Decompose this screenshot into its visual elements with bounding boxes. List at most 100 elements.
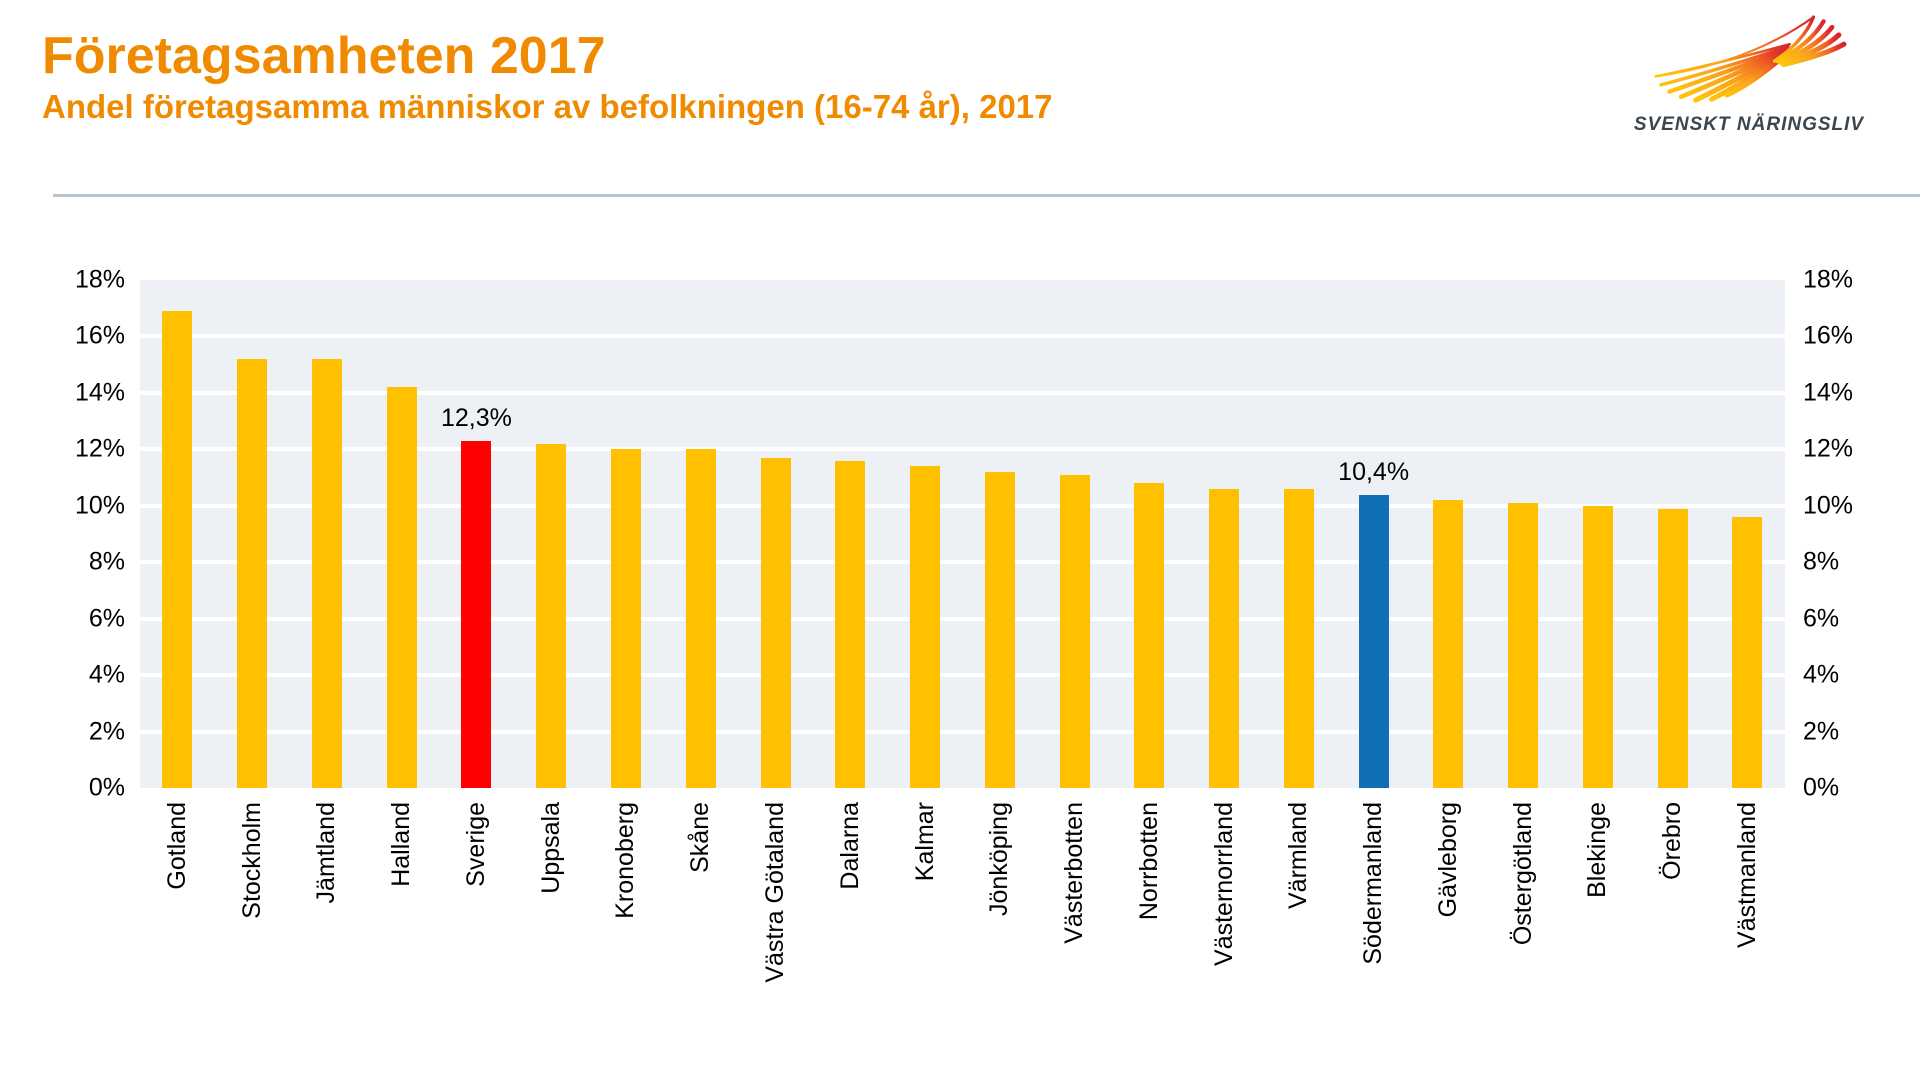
wing-swoosh-icon	[1624, 12, 1874, 112]
y-axis-left: 18% 16% 14% 12% 10% 8% 6% 4% 2% 0%	[25, 267, 125, 800]
bar-slot: 12,3%	[439, 280, 514, 788]
y-tick-right-16%: 16%	[1803, 321, 1854, 350]
category-cell: Blekinge	[1561, 802, 1636, 1072]
data-label-södermanland: 10,4%	[1338, 457, 1410, 486]
bar-blekinge	[1582, 505, 1613, 788]
bar-stockholm	[237, 359, 268, 788]
category-label-kalmar: Kalmar	[910, 802, 939, 882]
bar-slot	[1486, 280, 1561, 788]
y-tick-right-0%: 0%	[1803, 773, 1840, 802]
y-axis-right: 18% 16% 14% 12% 10% 8% 6% 4% 2% 0%	[1803, 267, 1903, 800]
category-cell: Stockholm	[215, 802, 290, 1072]
category-cell: Norrbotten	[1112, 802, 1187, 1072]
category-cell: Södermanland	[1336, 802, 1411, 1072]
category-label-gotland: Gotland	[162, 802, 191, 890]
category-label-södermanland: Södermanland	[1359, 802, 1388, 965]
gridline-4%	[140, 673, 1785, 678]
bar-gävleborg	[1433, 500, 1464, 788]
gridline-14%	[140, 390, 1785, 395]
bar-kalmar	[910, 466, 941, 788]
category-cell: Västmanland	[1710, 802, 1785, 1072]
bar-västra-götaland	[760, 457, 791, 788]
y-tick-left-10%: 10%	[74, 491, 125, 520]
category-label-halland: Halland	[387, 802, 416, 887]
category-label-skåne: Skåne	[686, 802, 715, 873]
category-cell: Jönköping	[962, 802, 1037, 1072]
category-label-örebro: Örebro	[1658, 802, 1687, 880]
y-tick-right-2%: 2%	[1803, 717, 1840, 746]
bar-slot	[1112, 280, 1187, 788]
y-tick-left-12%: 12%	[74, 434, 125, 463]
gridline-8%	[140, 560, 1785, 565]
gridline-16%	[140, 334, 1785, 339]
category-label-värmland: Värmland	[1284, 802, 1313, 909]
bar-södermanland: 10,4%	[1338, 458, 1409, 788]
bar-västernorrland	[1209, 488, 1240, 788]
category-cell: Uppsala	[514, 802, 589, 1072]
category-label-gävleborg: Gävleborg	[1433, 802, 1462, 918]
bar-slot	[738, 280, 813, 788]
bar-slot	[215, 280, 290, 788]
category-label-östergötland: Östergötland	[1508, 802, 1537, 946]
bar-slot	[1635, 280, 1710, 788]
gridline-2%	[140, 729, 1785, 734]
category-label-västra-götaland: Västra Götaland	[761, 802, 789, 983]
category-label-uppsala: Uppsala	[536, 802, 565, 894]
category-label-västernorrland: Västernorrland	[1209, 802, 1238, 966]
bar-slot	[663, 280, 738, 788]
data-label-sverige: 12,3%	[440, 403, 512, 432]
y-tick-left-16%: 16%	[74, 321, 125, 350]
bar-sverige: 12,3%	[441, 404, 512, 788]
category-cell: Halland	[364, 802, 439, 1072]
category-label-västmanland: Västmanland	[1732, 802, 1761, 948]
y-tick-right-8%: 8%	[1803, 547, 1840, 576]
bar-slot	[290, 280, 365, 788]
bar-östergötland	[1508, 502, 1539, 788]
category-cell: Jämtland	[290, 802, 365, 1072]
category-cell: Västra Götaland	[738, 802, 813, 1072]
header-divider	[53, 194, 1920, 197]
y-tick-right-12%: 12%	[1803, 434, 1854, 463]
bar-slot	[140, 280, 215, 788]
y-tick-left-2%: 2%	[88, 717, 125, 746]
category-cell: Dalarna	[813, 802, 888, 1072]
bar-uppsala	[536, 443, 567, 788]
category-cell: Kronoberg	[589, 802, 664, 1072]
page-title: Företagsamheten 2017	[42, 27, 606, 85]
category-cell: Sverige	[439, 802, 514, 1072]
category-label-stockholm: Stockholm	[237, 802, 266, 919]
bar-slot	[1710, 280, 1785, 788]
y-tick-right-6%: 6%	[1803, 604, 1840, 633]
bar-örebro	[1657, 508, 1688, 788]
bar-slot	[813, 280, 888, 788]
bar-chart-plot-area: 12,3% 10,4%	[140, 280, 1785, 788]
y-tick-left-18%: 18%	[74, 265, 125, 294]
logo-brand-text: SVENSKT NÄRINGSLIV	[1633, 114, 1865, 135]
bar-västerbotten	[1059, 474, 1090, 788]
y-tick-left-4%: 4%	[88, 660, 125, 689]
bar-halland	[386, 387, 417, 788]
y-tick-left-14%: 14%	[74, 378, 125, 407]
category-cell: Kalmar	[888, 802, 963, 1072]
page-subtitle: Andel företagsamma människor av befolkni…	[42, 88, 1053, 125]
gridline-12%	[140, 447, 1785, 452]
category-cell: Skåne	[663, 802, 738, 1072]
category-label-kronoberg: Kronoberg	[611, 802, 640, 919]
y-tick-right-4%: 4%	[1803, 660, 1840, 689]
y-tick-right-14%: 14%	[1803, 378, 1854, 407]
bar-slot	[962, 280, 1037, 788]
category-label-sverige: Sverige	[461, 802, 490, 887]
bar-slot	[1561, 280, 1636, 788]
category-label-dalarna: Dalarna	[835, 802, 864, 890]
bar-kronoberg	[610, 449, 641, 788]
category-cell: Västernorrland	[1187, 802, 1262, 1072]
category-label-jämtland: Jämtland	[312, 802, 341, 904]
category-cell: Västerbotten	[1037, 802, 1112, 1072]
bar-västmanland	[1732, 517, 1763, 788]
category-label-norrbotten: Norrbotten	[1134, 802, 1163, 921]
bar-slot	[364, 280, 439, 788]
gridline-10%	[140, 503, 1785, 508]
category-cell: Värmland	[1261, 802, 1336, 1072]
bar-skåne	[685, 449, 716, 788]
category-cell: Örebro	[1635, 802, 1710, 1072]
